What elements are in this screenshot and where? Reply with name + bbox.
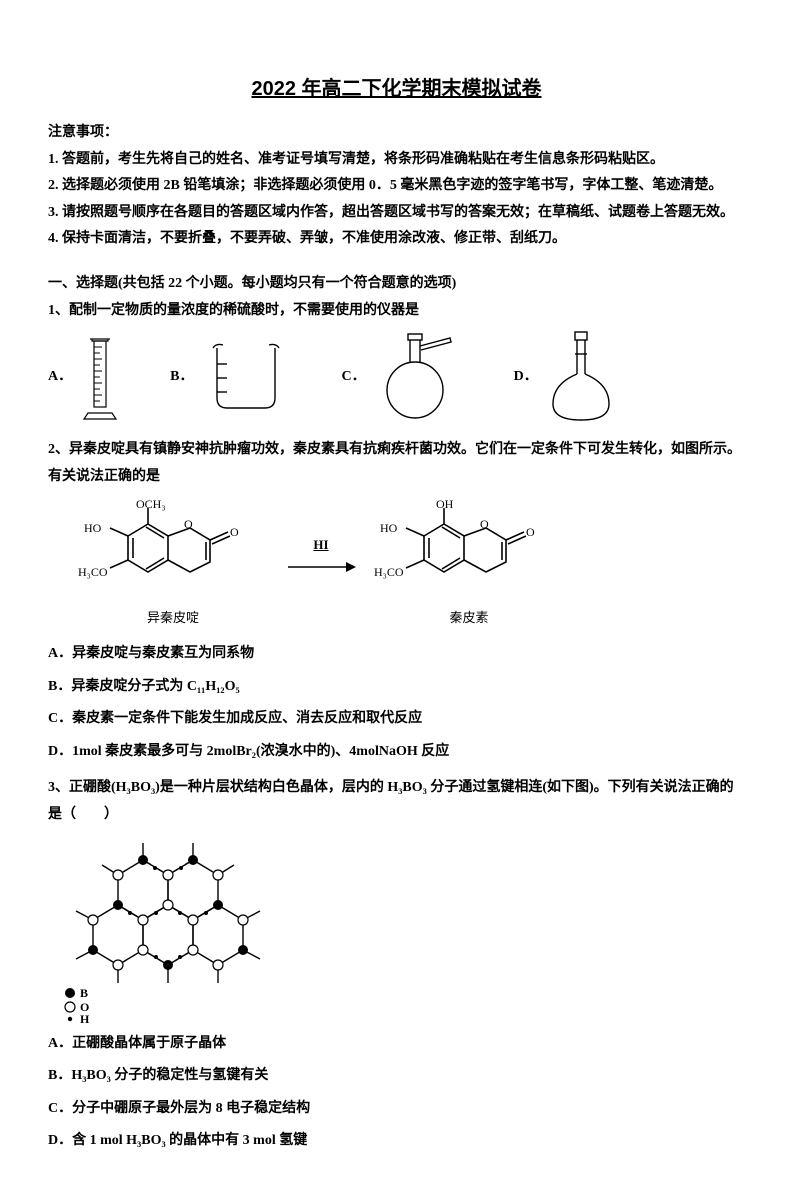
q3-stem: 3、正硼酸(H₃BO₃)是一种片层状结构白色晶体，层内的 H₃BO₃ 分子通过氢… [48, 775, 745, 828]
volumetric-flask-icon [546, 330, 616, 425]
q2-reaction-figure: O O OCH₃ HO H₃CO 异秦皮啶 HI [78, 496, 745, 631]
svg-text:O: O [230, 525, 239, 539]
atom-oh: OH [436, 497, 454, 511]
q1-options-row: A． B． [48, 330, 745, 425]
atom-h3co: H₃CO [78, 565, 108, 579]
q1-opt-c-label: C． [341, 364, 365, 391]
distilling-flask-icon [374, 330, 464, 425]
q2-opt-a: A．异秦皮啶与秦皮素互为同系物 [48, 641, 745, 668]
reaction-arrow-icon [286, 560, 356, 574]
q1-opt-d-label: D． [514, 364, 538, 391]
notice-3: 3. 请按照题号顺序在各题目的答题区域内作答，超出答题区域书写的答案无效；在草稿… [48, 200, 745, 227]
graduated-cylinder-icon [80, 333, 120, 423]
legend-h: H [80, 1012, 90, 1025]
notice-heading: 注意事项： [48, 120, 745, 147]
q3-opt-d: D．含 1 mol H₃BO₃ 的晶体中有 3 mol 氢键 [48, 1128, 745, 1155]
notice-1: 1. 答题前，考生先将自己的姓名、准考证号填写清楚，将条形码准确粘贴在考生信息条… [48, 147, 745, 174]
beaker-icon [201, 338, 291, 418]
q3-opt-a: A．正硼酸晶体属于原子晶体 [48, 1031, 745, 1058]
molecule-left-name: 异秦皮啶 [78, 606, 268, 631]
q1-stem: 1、配制一定物质的量浓度的稀硫酸时，不需要使用的仪器是 [48, 298, 745, 325]
legend-b: B [80, 986, 88, 1000]
q3-opt-c: C．分子中硼原子最外层为 8 电子稳定结构 [48, 1096, 745, 1123]
q1-opt-b-label: B． [170, 364, 193, 391]
notice-2: 2. 选择题必须使用 2B 铅笔填涂；非选择题必须使用 0．5 毫米黑色字迹的签… [48, 173, 745, 200]
svg-text:O: O [184, 517, 193, 531]
q1-opt-a-label: A． [48, 364, 72, 391]
molecule-right-icon: O O OH HO H₃CO [374, 496, 564, 606]
notice-4: 4. 保持卡面清洁，不要折叠，不要弄破、弄皱，不准使用涂改液、修正带、刮纸刀。 [48, 226, 745, 253]
q2-opt-c: C．秦皮素一定条件下能发生加成反应、消去反应和取代反应 [48, 706, 745, 733]
reaction-arrow-label: HI [313, 537, 328, 552]
q2-stem: 2、异秦皮啶具有镇静安神抗肿瘤功效，秦皮素具有抗痢疾杆菌功效。它们在一定条件下可… [48, 437, 745, 490]
atom-och3: OCH₃ [136, 497, 166, 511]
q3-opt-b: B．H₃BO₃ 分子的稳定性与氢键有关 [48, 1063, 745, 1090]
section-a-heading: 一、选择题(共包括 22 个小题。每小题均只有一个符合题意的选项) [48, 271, 745, 298]
atom-ho: HO [84, 521, 102, 535]
q2-opt-d: D．1mol 秦皮素最多可与 2molBr₂(浓溴水中的)、4molNaOH 反… [48, 739, 745, 766]
boric-acid-lattice-icon: B O H [58, 835, 318, 1025]
svg-text:O: O [480, 517, 489, 531]
q2-opt-b: B．异秦皮啶分子式为 C₁₁H₁₂O₅ [48, 674, 745, 701]
molecule-right-name: 秦皮素 [374, 606, 564, 631]
svg-text:O: O [526, 525, 535, 539]
molecule-left-icon: O O OCH₃ HO H₃CO [78, 496, 268, 606]
atom-ho-2: HO [380, 521, 398, 535]
atom-h3co-2: H₃CO [374, 565, 404, 579]
page-title: 2022 年高二下化学期末模拟试卷 [48, 70, 745, 108]
